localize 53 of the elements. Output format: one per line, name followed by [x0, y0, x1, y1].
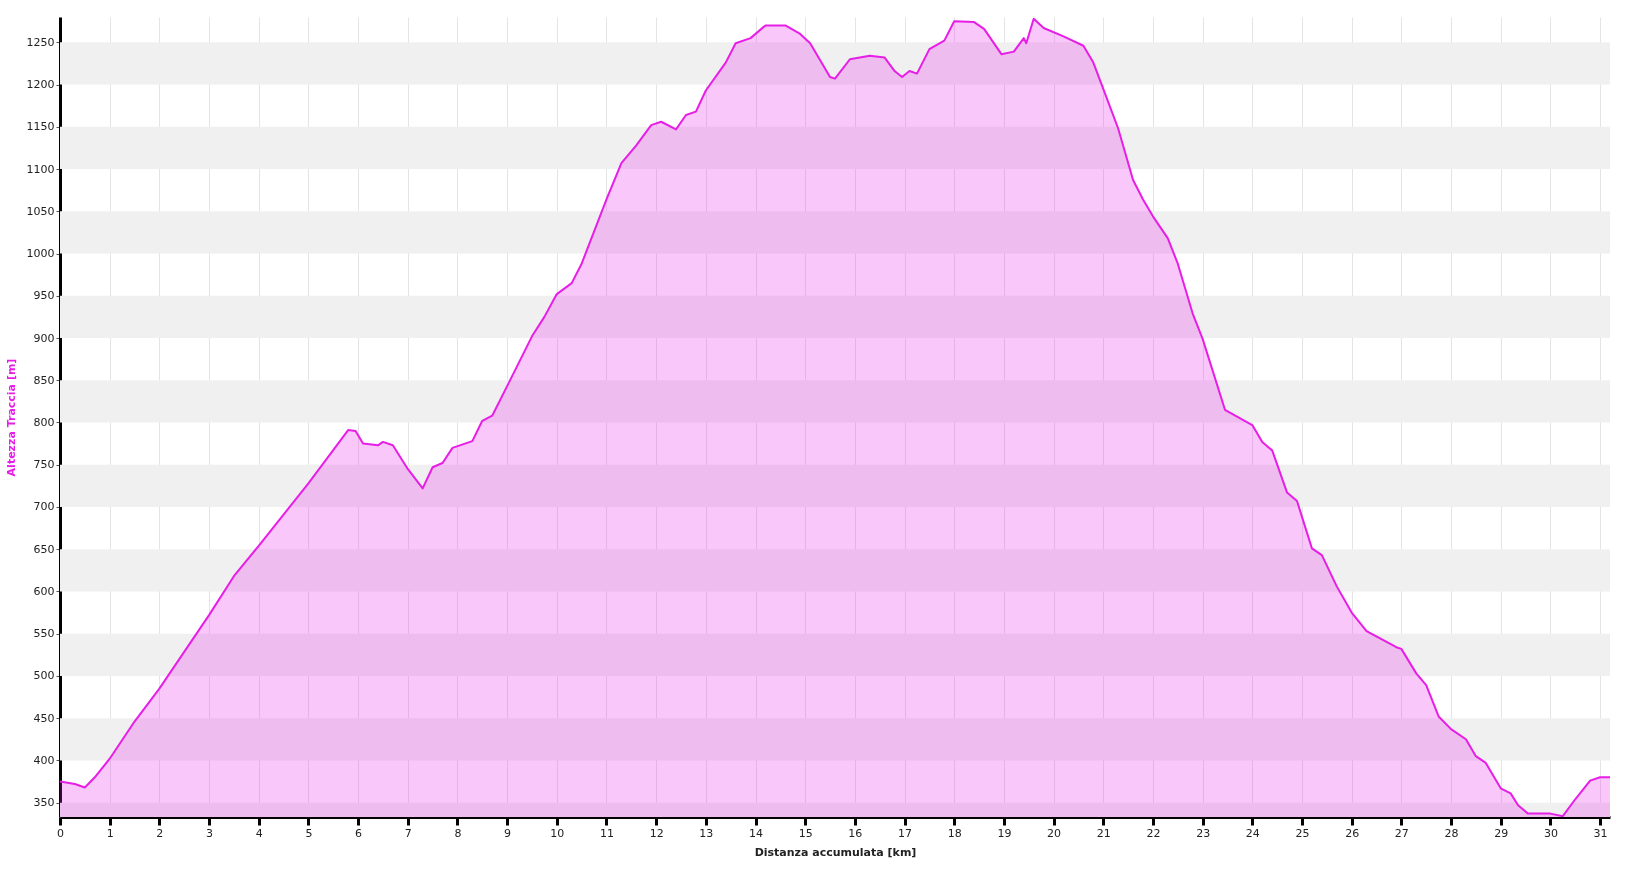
- y-tick-label: 1150: [26, 120, 55, 134]
- x-tick-label: 30: [1543, 826, 1558, 840]
- y-tick-label: 1000: [26, 247, 55, 261]
- y-tick-label: 1250: [26, 35, 55, 49]
- x-tick-label: 2: [156, 826, 164, 840]
- x-tick-label: 6: [355, 826, 363, 840]
- x-tick-label: 21: [1096, 826, 1111, 840]
- y-tick-label: 850: [33, 373, 55, 387]
- x-tick-label: 27: [1394, 826, 1409, 840]
- x-tick-label: 15: [798, 826, 813, 840]
- x-tick-label: 14: [749, 826, 764, 840]
- x-tick-label: 0: [57, 826, 64, 840]
- y-tick-label: 950: [33, 289, 55, 303]
- y-tick-label: 800: [33, 415, 55, 429]
- x-tick-label: 10: [550, 826, 565, 840]
- x-tick-label: 23: [1196, 826, 1211, 840]
- y-axis-title: Altezza Traccia [m]: [4, 358, 18, 477]
- y-tick-label: 750: [33, 458, 55, 472]
- x-tick-label: 8: [454, 826, 462, 840]
- x-tick-label: 28: [1444, 826, 1459, 840]
- x-tick-label: 5: [305, 826, 313, 840]
- x-tick-label: 4: [255, 826, 263, 840]
- x-tick-label: 9: [504, 826, 512, 840]
- x-tick-label: 7: [404, 826, 412, 840]
- x-tick-label: 18: [947, 826, 962, 840]
- y-tick-label: 1050: [26, 204, 55, 218]
- x-tick-label: 17: [898, 826, 913, 840]
- y-tick-label: 600: [33, 584, 55, 598]
- y-tick-label: 1100: [26, 162, 55, 176]
- x-tick-label: 29: [1494, 826, 1509, 840]
- x-tick-label: 26: [1345, 826, 1360, 840]
- y-tick-label: 700: [33, 500, 55, 514]
- y-tick-label: 500: [33, 669, 55, 683]
- x-tick-label: 13: [699, 826, 714, 840]
- x-tick-label: 24: [1245, 826, 1260, 840]
- y-tick-label: 450: [33, 711, 55, 725]
- x-axis-title: Distanza accumulata [km]: [754, 845, 917, 859]
- x-tick-label: 12: [649, 826, 664, 840]
- x-tick-label: 11: [599, 826, 614, 840]
- x-tick-label: 19: [997, 826, 1012, 840]
- y-tick-label: 350: [33, 796, 55, 810]
- x-tick-label: 25: [1295, 826, 1310, 840]
- y-tick-label: 400: [33, 753, 55, 767]
- x-tick-label: 22: [1146, 826, 1161, 840]
- x-tick-label: 16: [848, 826, 863, 840]
- x-tick-label: 31: [1593, 826, 1608, 840]
- x-tick-label: 1: [106, 826, 114, 840]
- y-tick-label: 1200: [26, 78, 55, 92]
- y-tick-label: 650: [33, 542, 55, 556]
- x-tick-label: 20: [1047, 826, 1062, 840]
- y-tick-label: 900: [33, 331, 55, 345]
- x-tick-label: 3: [206, 826, 214, 840]
- y-tick-label: 550: [33, 627, 55, 641]
